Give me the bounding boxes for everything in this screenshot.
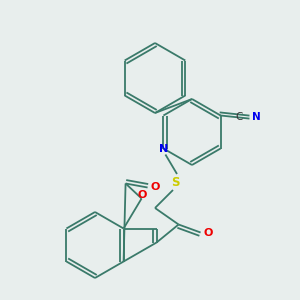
Text: C: C	[235, 112, 242, 122]
Text: O: O	[138, 190, 147, 200]
Text: S: S	[171, 176, 179, 188]
Text: O: O	[204, 227, 213, 238]
Text: O: O	[151, 182, 160, 193]
Text: N: N	[159, 143, 168, 154]
Text: N: N	[252, 112, 261, 122]
